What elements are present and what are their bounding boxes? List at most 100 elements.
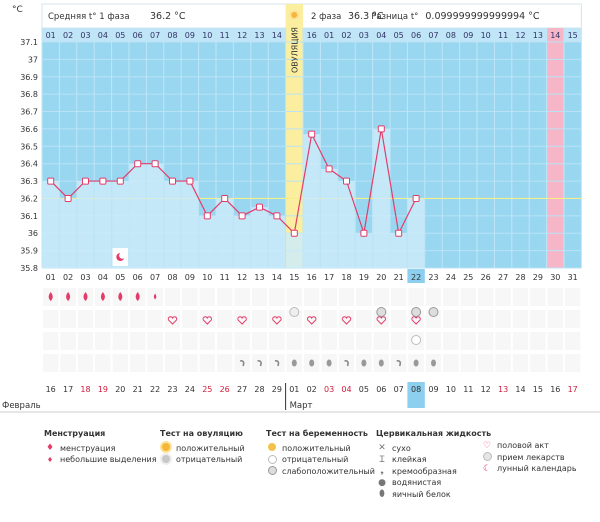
legend-menstruation: Менструация ♦ менструация ♦ небольшие выде… <box>44 428 157 466</box>
symbol-cell <box>217 354 233 372</box>
symbol-cell <box>321 288 337 306</box>
y-tick-label: 36 <box>28 229 38 238</box>
calendar-day-label: 03 <box>324 385 334 394</box>
symbol-cell <box>373 332 389 350</box>
calendar-day-label: 12 <box>481 385 491 394</box>
symbol-cell <box>182 310 198 328</box>
menstruation-drop-icon <box>153 293 157 300</box>
calendar-day-label: 09 <box>428 385 438 394</box>
y-tick-label: 35.8 <box>20 264 38 273</box>
cycle-day-label: 12 <box>237 31 247 40</box>
symbol-cell <box>234 288 250 306</box>
symbol-cell <box>234 354 250 372</box>
cycle-day-label: 03 <box>359 31 369 40</box>
calendar-day-label: 14 <box>515 385 525 394</box>
symbol-cell <box>547 354 563 372</box>
symbol-cell <box>460 310 476 328</box>
drop-large-icon: ♦ <box>45 443 55 454</box>
legend-pregnancy-test: Тест на беременность положительный отриц… <box>266 428 375 477</box>
temperature-bar <box>407 198 425 268</box>
test-positive-icon <box>266 443 278 453</box>
x-tick-label: 26 <box>481 273 491 282</box>
symbol-cell <box>251 354 268 372</box>
x-tick-label: 31 <box>568 273 578 282</box>
symbol-cell <box>251 310 268 328</box>
legend-item: лунный календарь <box>497 464 577 473</box>
temperature-point <box>308 130 316 138</box>
pregnancy-test-negative-icon <box>411 335 422 345</box>
cycle-day-label: 10 <box>202 31 212 40</box>
cycle-day-label: 14 <box>550 31 560 40</box>
cycle-day-label: 07 <box>428 31 438 40</box>
symbol-cell <box>565 310 581 328</box>
temperature-bar <box>42 181 59 268</box>
x-tick-label: 09 <box>185 273 195 282</box>
x-tick-label: 27 <box>498 273 508 282</box>
temperature-bar <box>251 207 268 268</box>
cycle-day-label: 05 <box>115 31 125 40</box>
symbol-cell <box>460 288 476 306</box>
diff-value: 0.099999999999994 °C <box>425 11 539 22</box>
temperature-bar <box>216 198 233 268</box>
symbol-cell <box>269 332 285 350</box>
calendar-day-label: 18 <box>80 385 90 394</box>
symbol-cell <box>443 332 459 350</box>
cycle-day-label: 10 <box>481 31 491 40</box>
cycle-day-label: 14 <box>272 31 282 40</box>
x-tick-label: 01 <box>46 273 56 282</box>
y-tick-label: 36.3 <box>20 177 38 186</box>
ovulation-label: ОВУЛЯЦИЯ <box>290 27 299 73</box>
cycle-day-label: 15 <box>568 31 578 40</box>
temperature-point <box>99 177 107 185</box>
y-tick-label: 36.2 <box>20 194 38 203</box>
heart-icon <box>272 316 282 325</box>
legend-item: слабоположительный <box>282 466 375 476</box>
symbol-cell <box>304 332 320 350</box>
y-tick-label: 36.5 <box>20 142 38 151</box>
calendar-day-label: 19 <box>98 385 108 394</box>
temperature-bar <box>286 233 303 268</box>
symbol-cell <box>338 332 355 350</box>
x-tick-label: 19 <box>359 273 369 282</box>
symbol-cell <box>443 288 459 306</box>
calendar-day-label: 20 <box>115 385 125 394</box>
symbol-cell <box>530 354 546 372</box>
cycle-day-label: 06 <box>133 31 143 40</box>
symbol-cell <box>147 354 163 372</box>
heart-icon: ♡ <box>482 440 492 451</box>
heart-icon <box>167 316 178 325</box>
temperature-line <box>50 128 417 236</box>
legend-item: положительный <box>282 443 351 453</box>
temperature-point <box>134 160 142 168</box>
x-tick-label: 21 <box>394 273 404 282</box>
symbol-cell <box>112 332 128 350</box>
month-right-label: Март <box>290 401 313 411</box>
temperature-bar <box>146 163 164 268</box>
x-tick-label: 18 <box>341 273 351 282</box>
symbol-cell <box>95 354 111 372</box>
temperature-bar <box>77 181 94 268</box>
calendar-day-label: 25 <box>202 385 212 394</box>
calendar-day-label: 01 <box>289 385 299 394</box>
calendar-day-label: 08 <box>411 385 421 394</box>
y-axis-unit: °C <box>12 5 23 15</box>
cycle-day-label: 09 <box>185 31 195 40</box>
symbol-cell <box>321 332 337 350</box>
symbol-cell <box>217 310 233 328</box>
summary-band <box>41 3 582 29</box>
symbol-cell <box>338 288 355 306</box>
legend-item: отрицательный <box>282 455 349 464</box>
temperature-point <box>116 177 124 185</box>
symbol-cell <box>217 288 233 306</box>
symbol-cell <box>478 354 494 372</box>
calendar-day-label: 02 <box>307 385 317 394</box>
calendar-day-label: 11 <box>463 385 473 394</box>
x-tick-label: 20 <box>376 273 386 282</box>
symbol-cell <box>530 288 546 306</box>
y-tick-label: 36.7 <box>20 108 38 117</box>
moon-icon: ☾ <box>482 463 492 474</box>
grey-circle-icon <box>160 454 172 465</box>
calendar-day-label: 28 <box>254 385 264 394</box>
symbol-cell <box>425 288 442 306</box>
legend-item: менструация <box>60 443 116 453</box>
